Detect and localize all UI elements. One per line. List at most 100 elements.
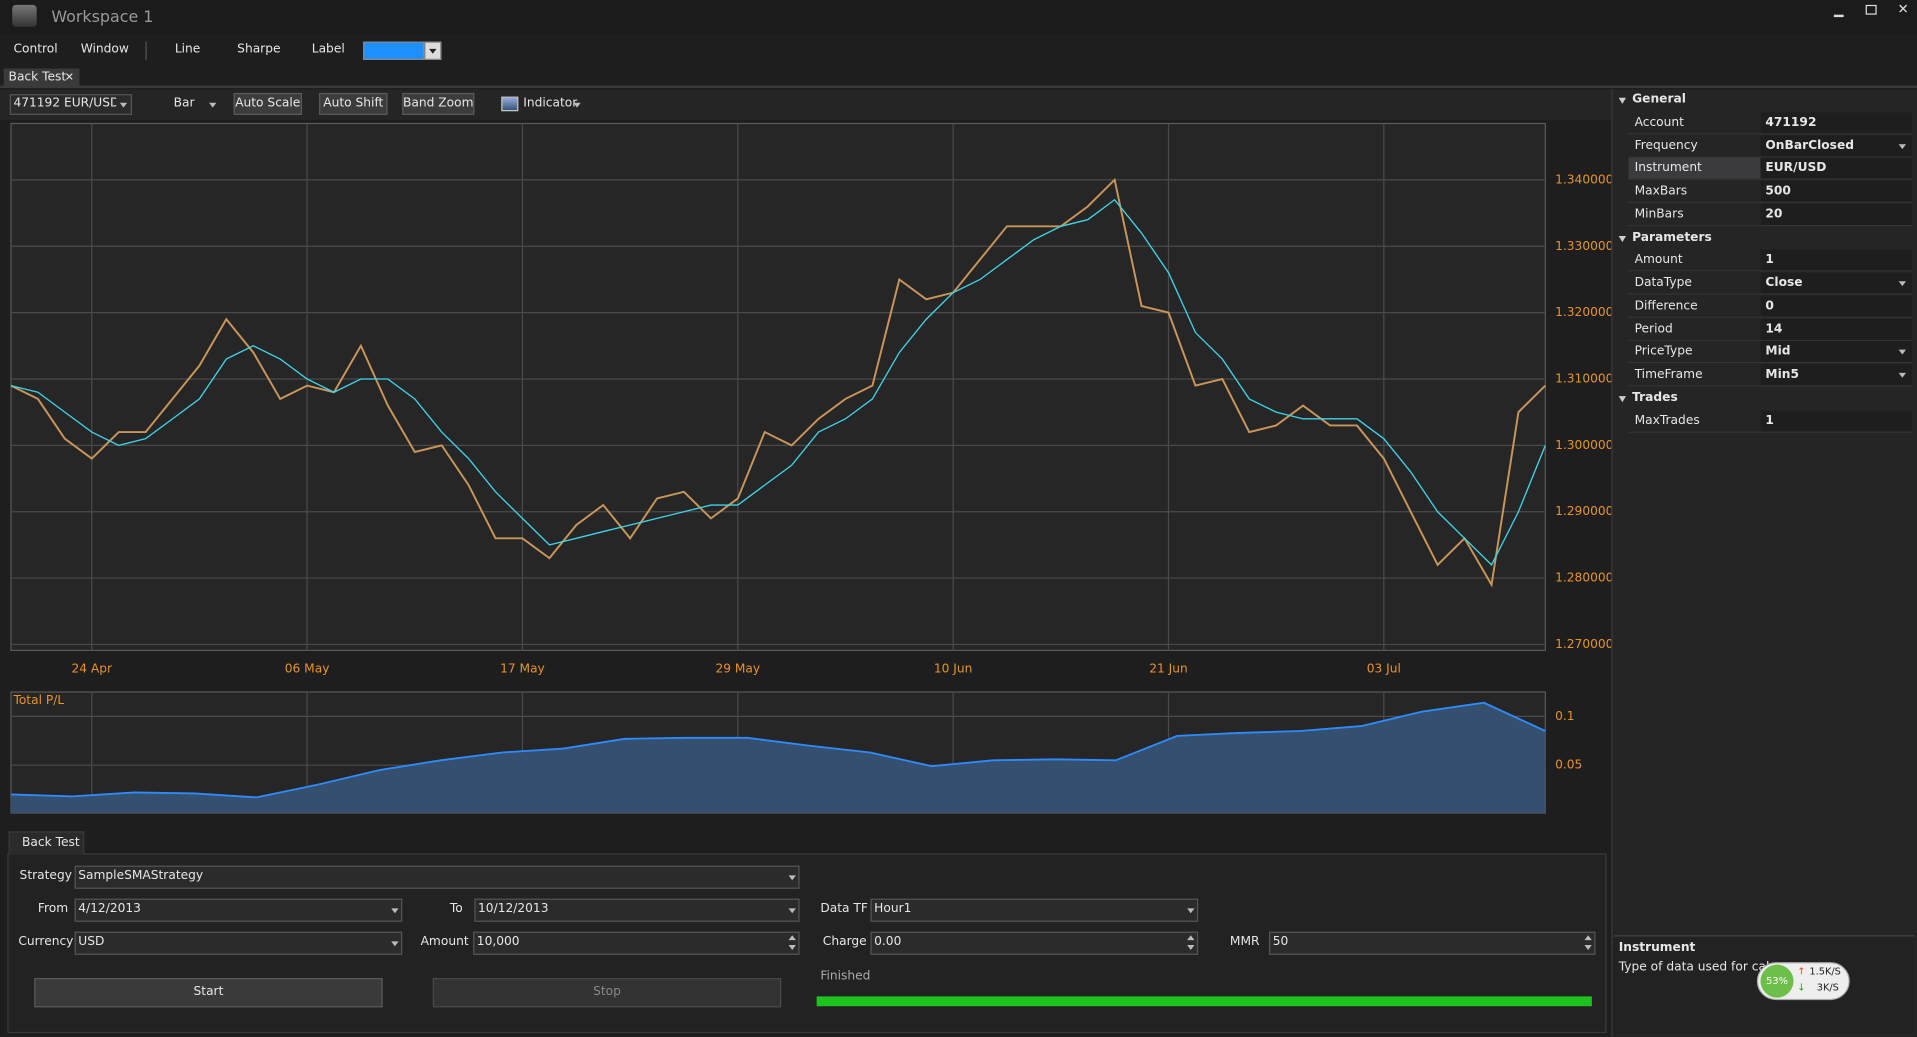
spin-down[interactable] [1584, 945, 1592, 950]
window-title: Workspace 1 [51, 8, 154, 27]
property-value[interactable]: Min5 [1765, 367, 1799, 382]
menu-item[interactable]: Control [13, 42, 58, 57]
section-arrow[interactable] [1618, 97, 1627, 104]
field-value[interactable]: 50 [1272, 935, 1289, 949]
property-value-cell[interactable] [1760, 249, 1913, 272]
tab-strip-line [0, 85, 1917, 89]
property-value[interactable]: OnBarClosed [1765, 138, 1854, 153]
progress-bar [816, 996, 1592, 1007]
menu-item[interactable]: Window [80, 42, 129, 57]
spin-down[interactable] [1187, 945, 1195, 950]
property-value[interactable]: Mid [1765, 345, 1791, 359]
instrument-value[interactable]: 471192 EUR/USD I [13, 96, 117, 111]
dropdown-arrow[interactable] [1898, 349, 1907, 355]
field-value[interactable]: 10/12/2013 [478, 902, 549, 916]
field-value[interactable]: 10,000 [476, 935, 520, 949]
property-value-cell[interactable] [1760, 135, 1913, 158]
property-value[interactable]: 500 [1765, 184, 1791, 199]
y-tick-label: 1.340000 [1555, 172, 1613, 186]
property-value[interactable]: 1 [1765, 253, 1774, 267]
property-value[interactable]: 0 [1765, 299, 1774, 313]
property-value-cell[interactable] [1760, 295, 1913, 318]
toolbar-button-label[interactable]: Auto Shift [323, 96, 384, 111]
property-value-cell[interactable] [1760, 203, 1913, 226]
field-value[interactable]: USD [78, 935, 105, 949]
combo-box[interactable] [74, 865, 800, 889]
property-name: PriceType [1634, 345, 1693, 359]
menu-item[interactable]: Line [174, 42, 201, 57]
section-arrow[interactable] [1618, 395, 1627, 402]
spin-box[interactable] [870, 931, 1199, 955]
combo-box[interactable] [74, 931, 403, 955]
section-title: Trades [1632, 390, 1678, 405]
dropdown-arrow[interactable] [1898, 281, 1907, 287]
property-value[interactable]: 20 [1765, 207, 1783, 221]
color-dropdown-arrow[interactable] [424, 41, 442, 60]
field-value[interactable]: 4/12/2013 [78, 902, 141, 916]
combo-arrow[interactable] [391, 908, 399, 914]
property-value[interactable]: 471192 [1765, 115, 1817, 130]
spin-up[interactable] [1584, 935, 1592, 941]
property-value[interactable]: 14 [1765, 322, 1783, 336]
indicator-button[interactable]: Indicator [523, 96, 578, 111]
combo-arrow [119, 102, 128, 108]
menu-item[interactable]: Sharpe [237, 42, 281, 57]
combo-arrow [573, 102, 581, 108]
backtest-tab[interactable] [8, 831, 85, 855]
combo-arrow[interactable] [788, 875, 796, 881]
field-value[interactable]: Hour1 [874, 902, 912, 916]
restore-button[interactable] [1865, 4, 1877, 15]
indicator-icon[interactable] [501, 96, 519, 112]
title-bar [0, 0, 1917, 35]
property-value-cell[interactable] [1760, 341, 1913, 364]
property-value-cell[interactable] [1760, 318, 1913, 341]
property-name: Frequency [1634, 138, 1698, 153]
property-value-cell[interactable] [1760, 158, 1913, 181]
property-value-cell[interactable] [1760, 272, 1913, 295]
dropdown-arrow[interactable] [1898, 372, 1907, 378]
x-tick-label: 29 May [715, 661, 760, 675]
combo-arrow[interactable] [788, 908, 796, 914]
instrument-combo[interactable] [9, 94, 133, 115]
toolbar-button-label[interactable]: Band Zoom [403, 96, 474, 111]
spin-up[interactable] [788, 935, 796, 941]
combo-box[interactable] [870, 898, 1199, 922]
combo-arrow[interactable] [391, 941, 399, 947]
spin-box[interactable] [1269, 931, 1596, 955]
start-label[interactable]: Start [193, 985, 224, 999]
backtest-tab-label[interactable]: Back Test [22, 836, 80, 850]
spin-box[interactable] [473, 931, 800, 955]
close-button[interactable]: ✕ [1897, 1, 1909, 18]
combo-box[interactable] [474, 898, 800, 922]
upload-arrow: ↑ [1797, 965, 1806, 977]
toolbar-button[interactable] [233, 92, 302, 115]
section-arrow[interactable] [1618, 235, 1627, 242]
property-value-cell[interactable] [1760, 410, 1913, 433]
charts: 1.270000 1.280000 1.290000 1.300000 1.310000… [10, 122, 1613, 814]
chart-type[interactable]: Bar [173, 96, 195, 111]
toolbar-button[interactable] [319, 92, 388, 115]
property-value-cell[interactable] [1760, 180, 1913, 203]
dropdown-arrow[interactable] [1898, 143, 1907, 149]
spin-down[interactable] [788, 945, 796, 950]
property-value[interactable]: Close [1765, 276, 1803, 290]
toolbar-button-label[interactable]: Auto Scale [235, 96, 301, 111]
field-value[interactable]: SampleSMAStrategy [78, 869, 204, 883]
property-value[interactable]: 1 [1765, 413, 1774, 428]
toolbar-button[interactable] [402, 92, 475, 115]
combo-box[interactable] [74, 898, 403, 922]
menu-item[interactable]: Label [311, 42, 345, 57]
color-swatch[interactable] [363, 41, 425, 60]
spin-up[interactable] [1187, 935, 1195, 941]
field-value[interactable]: 0.00 [874, 935, 902, 949]
property-value[interactable]: EUR/USD [1765, 161, 1827, 176]
property-value-cell[interactable] [1760, 364, 1913, 387]
start-button[interactable] [34, 978, 383, 1008]
property-value-cell[interactable] [1760, 112, 1913, 135]
y-tick-label: 1.290000 [1555, 504, 1613, 518]
minimize-button[interactable] [1833, 14, 1844, 18]
document-tab-label[interactable]: Back Test [8, 70, 67, 85]
tab-close[interactable]: ✕ [64, 72, 75, 85]
combo-arrow[interactable] [1187, 908, 1195, 914]
document-tab[interactable] [3, 68, 80, 87]
